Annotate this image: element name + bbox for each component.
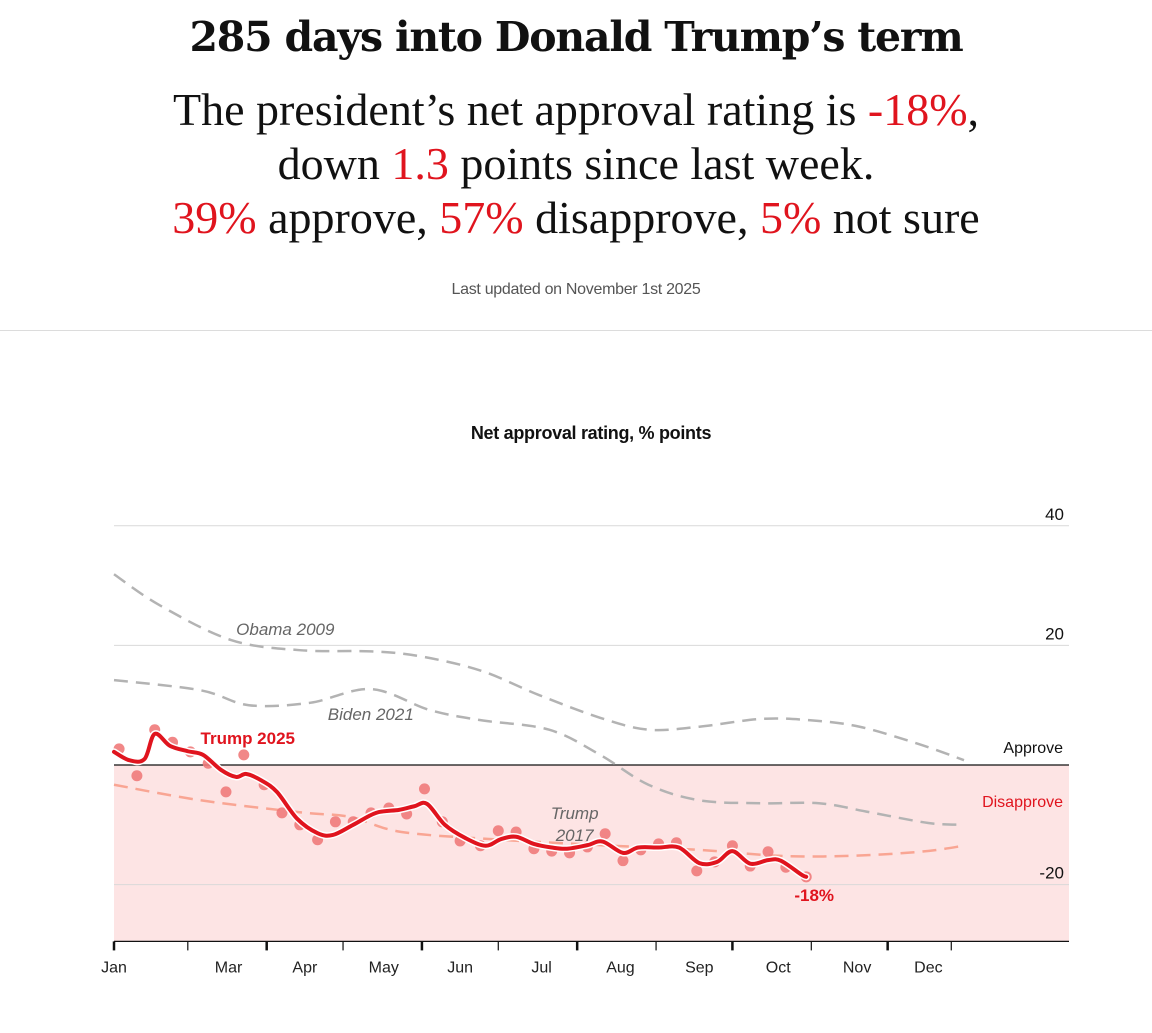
disapprove-region: [114, 765, 1069, 942]
section-divider: [0, 330, 1152, 331]
y-tick-label: 40: [1045, 505, 1064, 524]
last-updated: Last updated on November 1st 2025: [451, 281, 701, 298]
approve-label: Approve: [1003, 740, 1063, 757]
disapprove-percent: 57%: [439, 192, 524, 243]
labels-layer: Obama 2009 Biden 2021 Trump 2017 Trump 2025 -…: [201, 620, 835, 905]
chart-title: Net approval rating, % points: [470, 423, 712, 443]
x-tick-label: Apr: [292, 959, 318, 976]
poll-dot: [762, 846, 774, 858]
poll-dot: [492, 825, 504, 837]
x-tick-label: Mar: [215, 959, 243, 976]
series-label-biden-2021: Biden 2021: [328, 705, 414, 724]
series-line-biden-2021: [113, 678, 965, 827]
not-sure-label: not sure: [821, 192, 980, 243]
net-approval-value: -18%: [867, 84, 968, 135]
x-tick-label: May: [369, 959, 399, 976]
series-label-trump-2017-line2: 2017: [555, 826, 594, 845]
summary-text: ,: [967, 84, 980, 135]
approval-summary: The president’s net approval rating is -…: [0, 83, 1152, 245]
poll-dot: [617, 855, 629, 867]
x-tick-label: Sep: [685, 959, 714, 976]
x-tick-label: Jan: [101, 959, 127, 976]
poll-dot: [220, 786, 232, 798]
poll-dot: [599, 828, 611, 840]
headline: 285 days into Donald Trump’s term: [189, 13, 963, 61]
gridlines-layer: 40 20 -20 Approve Disapprove: [114, 505, 1069, 886]
chart-background-layer: [114, 765, 1069, 942]
series-line-trump-2025: [112, 731, 809, 879]
x-tick-label: Jun: [447, 959, 473, 976]
weekly-change-value: 1.3: [391, 138, 449, 189]
poll-dot: [238, 749, 250, 761]
series-line-obama-2009: [113, 573, 965, 762]
disapprove-label: disapprove,: [523, 192, 760, 243]
summary-text: down: [277, 138, 392, 189]
y-tick-label: -20: [1039, 864, 1064, 883]
series-layer: [110, 573, 965, 883]
series-label-trump-2017-line1: Trump: [551, 804, 599, 823]
approve-label: approve,: [256, 192, 440, 243]
end-value-label: -18%: [794, 886, 834, 905]
y-tick-label: 20: [1045, 624, 1064, 643]
summary-text: points since last week.: [448, 138, 875, 189]
poll-dot: [329, 816, 341, 828]
disapprove-label: Disapprove: [982, 794, 1063, 811]
x-tick-label: Nov: [843, 959, 871, 976]
x-tick-label: Dec: [914, 959, 942, 976]
summary-text: The president’s net approval rating is: [172, 84, 868, 135]
approve-percent: 39%: [172, 192, 257, 243]
series-label-obama-2009: Obama 2009: [236, 620, 335, 639]
summary-line-3: 39% approve, 57% disapprove, 5% not sure: [0, 191, 1152, 245]
series-label-trump-2025: Trump 2025: [201, 729, 296, 748]
poll-dot: [276, 807, 288, 819]
x-tick-label: Oct: [766, 959, 791, 976]
x-tick-label: Aug: [606, 959, 634, 976]
x-tick-label: Jul: [531, 959, 551, 976]
poll-dot: [131, 770, 143, 782]
summary-line-1: The president’s net approval rating is -…: [0, 83, 1152, 137]
not-sure-percent: 5%: [759, 192, 822, 243]
x-axis-layer: Jan Mar Apr May Jun Jul Aug Sep Oct Nov Dec: [101, 940, 1069, 976]
poll-dot: [691, 865, 703, 877]
summary-line-2: down 1.3 points since last week.: [0, 137, 1152, 191]
poll-dot: [418, 783, 430, 795]
